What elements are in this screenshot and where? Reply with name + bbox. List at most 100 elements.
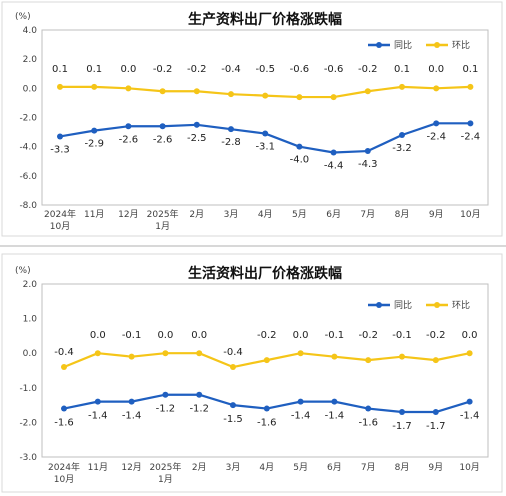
y-axis-unit: (%) xyxy=(15,266,31,276)
data-point-yoy xyxy=(91,127,98,134)
data-label-mom: -0.1 xyxy=(122,330,142,341)
x-tick-label: 3月 xyxy=(226,462,241,473)
data-point-yoy xyxy=(432,409,439,416)
data-point-mom xyxy=(466,350,473,357)
x-tick-label: 2025年 xyxy=(147,208,179,220)
x-tick-label: 4月 xyxy=(259,462,274,473)
data-label-mom: -0.2 xyxy=(257,330,277,341)
plot-area xyxy=(41,29,489,206)
data-point-mom xyxy=(467,83,474,90)
x-tick-label: 8月 xyxy=(395,209,410,220)
legend-marker-mom xyxy=(434,302,440,308)
x-tick-label: 10月 xyxy=(459,462,479,473)
data-point-yoy xyxy=(262,130,269,137)
data-point-yoy xyxy=(263,405,270,412)
data-point-yoy xyxy=(94,398,101,405)
data-point-mom xyxy=(94,350,101,357)
data-point-mom xyxy=(228,91,234,98)
data-label-yoy: -2.5 xyxy=(187,133,207,144)
data-label-yoy: -3.3 xyxy=(50,144,70,155)
data-label-yoy: -1.7 xyxy=(392,421,412,432)
legend-marker-mom xyxy=(434,42,440,48)
data-point-yoy xyxy=(433,120,440,127)
x-tick-label: 11月 xyxy=(84,209,104,220)
data-point-yoy xyxy=(364,148,371,155)
data-point-mom xyxy=(432,357,439,364)
x-tick-label: 2月 xyxy=(192,462,207,473)
y-tick-label: 2.0 xyxy=(23,55,38,65)
x-tick-label: 7月 xyxy=(360,209,375,220)
data-point-yoy xyxy=(399,132,405,138)
data-point-yoy xyxy=(330,149,337,156)
legend-marker-yoy xyxy=(376,302,382,308)
data-point-mom xyxy=(193,88,200,95)
data-point-yoy xyxy=(297,398,304,405)
legend-label-yoy: 同比 xyxy=(394,299,412,311)
data-point-mom xyxy=(91,83,98,90)
data-label-yoy: -1.6 xyxy=(257,418,277,429)
data-point-yoy xyxy=(193,121,200,128)
x-tick-label: 9月 xyxy=(429,209,444,220)
data-point-mom xyxy=(364,88,371,95)
x-tick-label: 8月 xyxy=(395,462,410,473)
data-point-yoy xyxy=(57,133,63,140)
data-point-mom xyxy=(433,85,440,92)
x-tick-label: 1月 xyxy=(158,474,173,485)
data-point-mom xyxy=(57,83,63,90)
data-point-yoy xyxy=(399,409,405,416)
data-label-yoy: -2.6 xyxy=(119,134,139,145)
data-label-yoy: -2.9 xyxy=(84,139,104,150)
data-point-yoy xyxy=(128,398,135,405)
y-tick-label: -6.0 xyxy=(19,172,37,182)
data-label-mom: -0.5 xyxy=(255,64,275,75)
data-point-mom xyxy=(330,94,337,101)
data-point-mom xyxy=(296,94,303,101)
y-tick-label: -2.0 xyxy=(19,418,37,428)
x-tick-label: 12月 xyxy=(121,462,141,473)
data-label-yoy: -4.3 xyxy=(358,159,378,170)
legend-label-mom: 环比 xyxy=(452,39,470,51)
data-label-mom: -0.2 xyxy=(426,330,446,341)
data-label-mom: -0.2 xyxy=(187,64,207,75)
data-label-yoy: -1.6 xyxy=(358,418,378,429)
y-tick-label: 0.0 xyxy=(23,84,38,94)
data-label-mom: -0.2 xyxy=(358,330,378,341)
data-point-yoy xyxy=(296,143,303,150)
data-label-mom: -0.1 xyxy=(325,330,345,341)
y-tick-label: 2.0 xyxy=(23,280,38,290)
data-point-mom xyxy=(125,85,132,92)
data-label-yoy: -1.5 xyxy=(223,414,243,425)
data-label-mom: -0.1 xyxy=(392,330,412,341)
data-label-yoy: -1.4 xyxy=(325,411,345,422)
x-tick-label: 6月 xyxy=(327,462,342,473)
data-point-mom xyxy=(230,364,236,371)
data-label-yoy: -1.6 xyxy=(54,418,74,429)
data-label-mom: 0.1 xyxy=(462,64,478,75)
data-label-mom: -0.4 xyxy=(221,64,241,75)
x-tick-label: 2024年 xyxy=(44,208,76,220)
x-tick-label: 7月 xyxy=(361,462,376,473)
legend-label-mom: 环比 xyxy=(452,299,470,311)
x-tick-label: 1月 xyxy=(155,221,170,232)
data-label-yoy: -2.4 xyxy=(426,131,446,142)
legend-marker-yoy xyxy=(376,42,382,48)
x-tick-label: 3月 xyxy=(224,209,239,220)
data-label-mom: -0.4 xyxy=(223,347,243,358)
data-point-mom xyxy=(331,353,338,360)
x-tick-label: 12月 xyxy=(118,209,138,220)
data-point-yoy xyxy=(162,391,169,398)
data-label-mom: 0.0 xyxy=(120,64,136,75)
data-label-mom: -0.2 xyxy=(153,64,173,75)
y-tick-label: -8.0 xyxy=(19,201,37,211)
data-label-yoy: -1.4 xyxy=(460,411,480,422)
x-tick-label: 10月 xyxy=(460,209,480,220)
y-tick-label: 0.0 xyxy=(23,349,38,359)
chart-panel-consumer-goods: 生活资料出厂价格涨跌幅 (%) 2.0 1.0 0.0 -1.0 -2.0 -3.0 2024年… xyxy=(0,252,506,496)
x-tick-label: 9月 xyxy=(428,462,443,473)
data-point-mom xyxy=(399,353,405,360)
data-point-mom xyxy=(162,350,169,357)
data-label-yoy: -1.2 xyxy=(189,404,209,415)
data-point-yoy xyxy=(467,120,474,127)
data-label-yoy: -2.8 xyxy=(221,137,241,148)
